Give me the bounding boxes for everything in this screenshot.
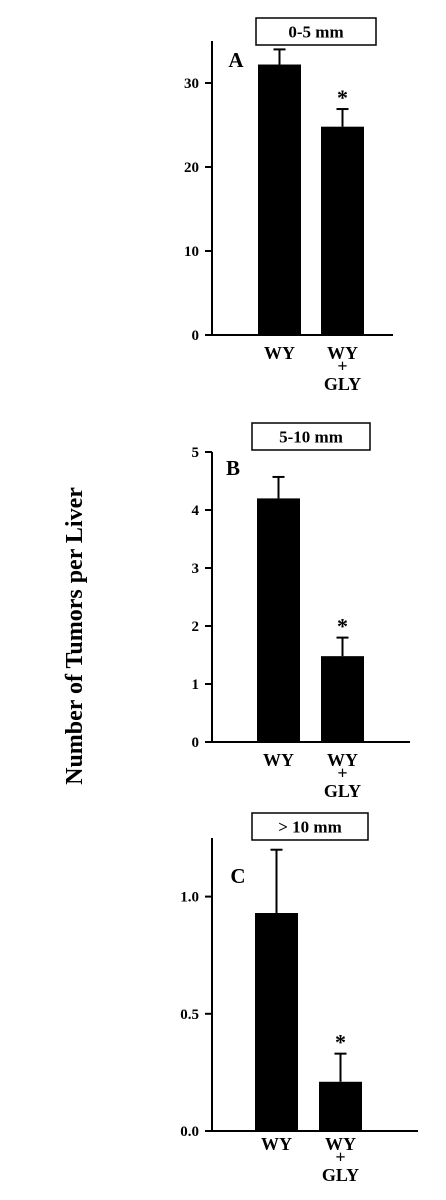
chart-title-box	[251, 422, 371, 451]
y-tick-label: 2	[192, 619, 200, 635]
x-category-label: WY	[327, 750, 358, 770]
chart-title: 0-5 mm	[288, 23, 343, 42]
y-tick-label: 3	[192, 561, 200, 577]
y-tick-label: 0.0	[180, 1124, 199, 1140]
bar	[321, 656, 364, 742]
y-tick-label: 4	[192, 503, 200, 519]
x-category-label: +	[337, 356, 347, 376]
chart-title-box	[255, 17, 377, 46]
y-tick-label: 1	[192, 677, 200, 693]
x-category-label: +	[337, 763, 347, 783]
x-category-label: WY	[325, 1134, 356, 1154]
y-tick-label: 0.5	[180, 1007, 199, 1023]
significance-marker: *	[337, 614, 348, 639]
bar	[257, 498, 300, 742]
chart-title: > 10 mm	[278, 818, 342, 837]
x-category-label: WY	[327, 343, 358, 363]
x-category-label: WY	[261, 1134, 292, 1154]
chart-title: 5-10 mm	[279, 428, 343, 447]
significance-marker: *	[337, 85, 348, 110]
x-category-label: GLY	[324, 781, 361, 801]
y-tick-label: 30	[184, 76, 199, 92]
x-category-label: WY	[264, 343, 295, 363]
y-tick-label: 0	[192, 735, 200, 751]
panel-letter: A	[228, 48, 244, 72]
y-axis-label: Number of Tumors per Liver	[62, 487, 88, 785]
bar	[319, 1081, 362, 1131]
y-tick-label: 1.0	[180, 890, 199, 906]
chart-title-box	[251, 812, 369, 841]
y-tick-label: 20	[184, 160, 199, 176]
x-category-label: WY	[263, 750, 294, 770]
chart-panel-c: 0.00.51.0WY*WY+GLY> 10 mmC	[180, 812, 418, 1185]
x-category-label: +	[335, 1147, 345, 1167]
x-category-label: GLY	[322, 1165, 359, 1185]
bar	[258, 64, 301, 336]
bar	[321, 126, 364, 336]
bar	[255, 913, 298, 1131]
significance-marker: *	[335, 1030, 346, 1055]
y-tick-label: 5	[192, 445, 200, 461]
panel-letter: B	[226, 456, 240, 480]
panel-letter: C	[230, 864, 245, 888]
y-tick-label: 10	[184, 244, 199, 260]
y-tick-label: 0	[192, 328, 200, 344]
x-category-label: GLY	[324, 374, 361, 394]
